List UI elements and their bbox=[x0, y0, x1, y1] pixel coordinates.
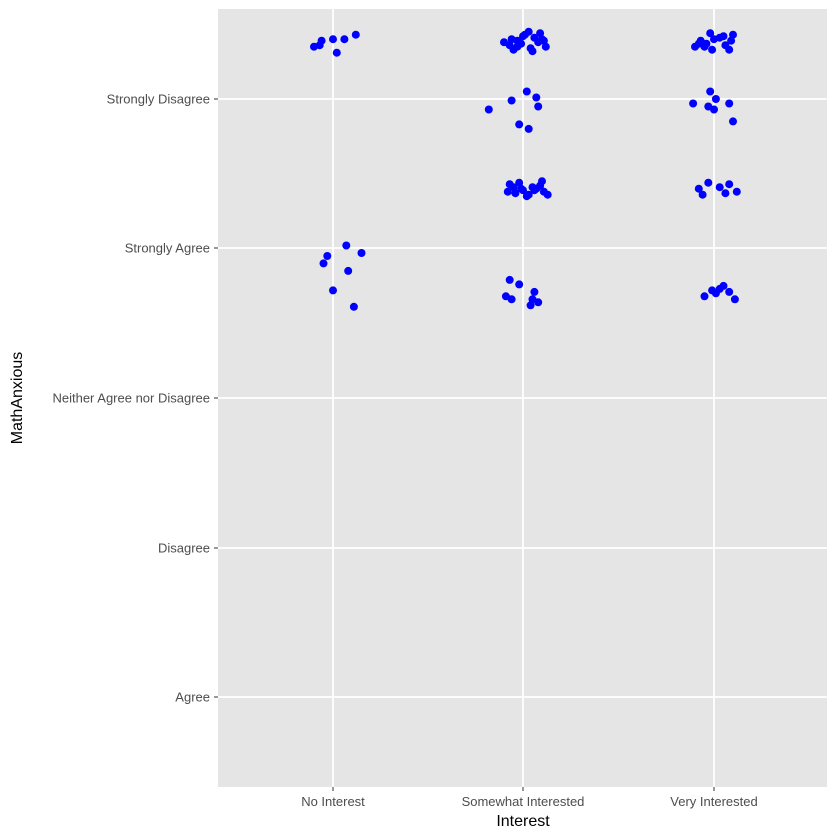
data-point bbox=[530, 186, 539, 195]
data-point bbox=[727, 36, 736, 45]
data-point bbox=[732, 187, 741, 196]
x-axis-title: Interest bbox=[496, 813, 550, 830]
data-point bbox=[351, 30, 360, 39]
data-point bbox=[694, 184, 703, 193]
data-point bbox=[503, 187, 512, 196]
data-point bbox=[317, 36, 326, 45]
data-point bbox=[725, 45, 734, 54]
data-point bbox=[708, 286, 717, 295]
data-point bbox=[536, 29, 545, 38]
data-point bbox=[534, 298, 543, 307]
data-point bbox=[515, 178, 524, 187]
data-point bbox=[706, 87, 715, 96]
data-point bbox=[507, 35, 516, 44]
data-point bbox=[515, 280, 524, 289]
data-point bbox=[505, 275, 514, 284]
data-point bbox=[541, 42, 550, 51]
data-point bbox=[522, 87, 531, 96]
data-points bbox=[310, 27, 741, 311]
data-point bbox=[704, 178, 713, 187]
gridlines bbox=[218, 9, 827, 787]
data-point bbox=[730, 295, 739, 304]
data-point bbox=[538, 177, 546, 186]
axis-ticks: No Interest Somewhat Interested Very Inter… bbox=[52, 92, 757, 810]
data-point bbox=[534, 102, 543, 111]
data-point bbox=[721, 189, 730, 198]
data-point bbox=[357, 249, 366, 257]
data-point bbox=[708, 45, 717, 54]
data-point bbox=[689, 99, 698, 108]
data-point bbox=[342, 241, 351, 250]
data-point bbox=[329, 286, 337, 295]
data-point bbox=[511, 189, 520, 198]
data-point bbox=[711, 95, 720, 103]
y-tick-label: Neither Agree nor Disagree bbox=[52, 391, 210, 406]
data-point bbox=[698, 190, 707, 199]
data-point bbox=[719, 281, 728, 290]
data-point bbox=[706, 29, 715, 38]
data-point bbox=[725, 180, 734, 189]
data-point bbox=[513, 42, 522, 51]
data-point bbox=[694, 39, 703, 48]
y-tick-label: Agree bbox=[175, 690, 210, 705]
data-point bbox=[332, 48, 341, 57]
data-point bbox=[519, 32, 527, 41]
data-point bbox=[524, 27, 533, 36]
data-point bbox=[340, 35, 349, 44]
y-axis-title: MathAnxious bbox=[9, 352, 26, 445]
x-tick-label: Somewhat Interested bbox=[462, 794, 585, 809]
data-point bbox=[528, 47, 537, 56]
data-point bbox=[725, 99, 734, 108]
data-point bbox=[515, 120, 524, 129]
data-point bbox=[501, 292, 510, 301]
data-point bbox=[543, 190, 552, 199]
data-point bbox=[526, 301, 535, 310]
data-point bbox=[530, 287, 539, 296]
data-point bbox=[532, 93, 541, 102]
data-point bbox=[725, 287, 734, 296]
data-point bbox=[319, 259, 328, 268]
data-point bbox=[517, 184, 526, 193]
data-point bbox=[310, 42, 318, 51]
x-tick-label: No Interest bbox=[301, 794, 365, 809]
y-tick-label: Strongly Disagree bbox=[107, 92, 210, 107]
data-point bbox=[715, 183, 724, 192]
x-tick-label: Very Interested bbox=[670, 794, 757, 809]
data-point bbox=[539, 36, 548, 45]
data-point bbox=[507, 96, 516, 105]
data-point bbox=[500, 38, 508, 47]
data-point bbox=[729, 117, 737, 126]
data-point bbox=[710, 105, 718, 114]
data-point bbox=[344, 266, 353, 275]
y-tick-label: Strongly Agree bbox=[125, 241, 210, 256]
data-point bbox=[719, 32, 728, 41]
data-point bbox=[700, 292, 709, 301]
data-point bbox=[522, 192, 531, 201]
data-point bbox=[729, 30, 737, 39]
y-tick-label: Disagree bbox=[158, 541, 210, 556]
data-point bbox=[505, 180, 514, 189]
data-point bbox=[323, 252, 332, 260]
data-point bbox=[710, 35, 718, 44]
data-point bbox=[524, 124, 533, 133]
data-point bbox=[349, 302, 358, 311]
data-point bbox=[329, 35, 337, 44]
data-point bbox=[530, 33, 539, 42]
data-point bbox=[484, 105, 493, 114]
